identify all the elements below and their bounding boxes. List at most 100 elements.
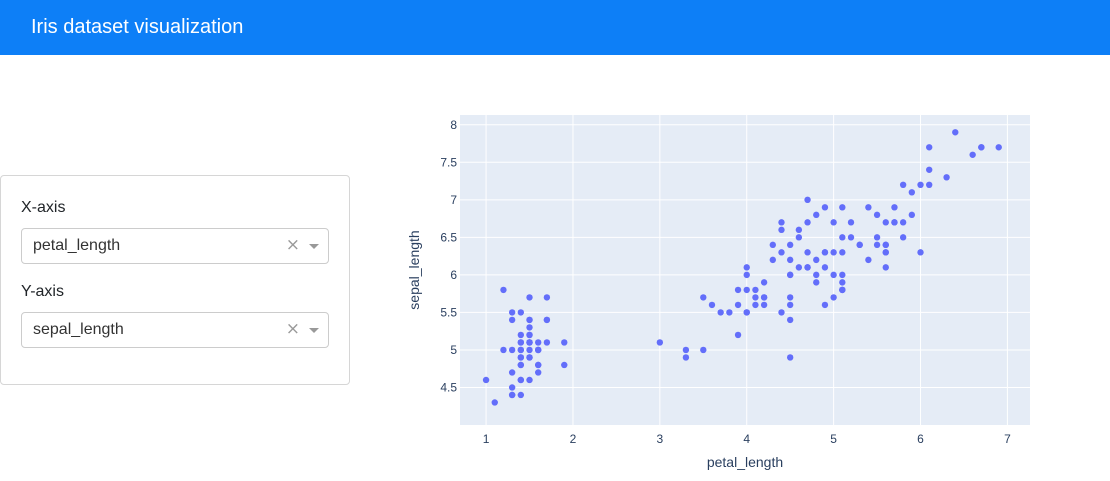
data-point [908,189,916,196]
data-point [500,346,507,354]
data-point [769,256,777,264]
y-tick-label: 4.5 [440,380,457,394]
data-point [517,339,525,346]
data-point [682,346,690,354]
data-point [830,271,837,279]
data-point [543,339,551,346]
data-point [778,249,785,256]
data-point [978,144,985,151]
data-point [778,226,785,234]
data-point [873,234,881,241]
chevron-down-icon[interactable] [309,244,319,249]
x-axis-dropdown[interactable]: petal_length × [21,228,329,264]
data-point [769,241,777,249]
data-point [917,181,924,189]
y-tick-label: 5.5 [440,305,457,319]
data-points [482,129,1002,406]
data-point [882,249,889,256]
data-point [839,279,846,286]
y-tick-label: 8 [450,118,457,132]
data-point [786,294,794,301]
data-point [526,294,533,301]
data-point [899,181,907,189]
x-tick-label: 3 [657,432,664,446]
x-axis-title: petal_length [707,454,783,470]
data-point [795,234,803,241]
data-point [786,271,794,279]
data-point [543,294,551,301]
data-point [899,219,907,226]
data-point [813,256,820,264]
data-point [969,151,976,158]
data-point [926,181,933,189]
data-point [830,249,837,256]
data-point [882,219,889,226]
y-axis-dropdown[interactable]: sepal_length × [21,312,329,348]
data-point [891,219,898,226]
data-point [743,286,750,294]
data-point [508,391,516,399]
data-point [839,286,846,294]
data-point [561,361,568,369]
data-point [517,391,525,399]
data-point [804,219,811,226]
data-point [508,316,516,324]
y-axis-title: sepal_length [406,230,422,309]
data-point [482,376,490,384]
data-point [526,316,533,324]
data-point [786,316,794,324]
data-point [899,234,907,241]
data-point [517,331,525,339]
data-point [813,211,820,219]
chevron-down-icon[interactable] [309,328,319,333]
data-point [882,241,889,249]
data-point [535,346,542,354]
data-point [821,264,829,271]
data-point [708,301,716,309]
data-point [760,301,768,309]
data-point [804,264,811,271]
data-point [830,294,837,301]
data-point [839,234,846,241]
data-point [839,204,846,211]
data-point [700,346,707,354]
x-tick-label: 7 [1004,432,1011,446]
data-point [561,339,568,346]
data-point [943,174,950,181]
x-tick-label: 4 [743,432,750,446]
data-point [856,241,863,249]
y-axis-selected-value: sepal_length [33,321,124,338]
x-tick-label: 6 [917,432,924,446]
data-point [743,309,750,316]
clear-icon[interactable]: × [285,319,300,339]
data-point [491,399,498,406]
data-point [786,256,794,264]
data-point [752,286,759,294]
data-point [760,294,768,301]
data-point [535,339,542,346]
data-point [778,309,785,316]
clear-icon[interactable]: × [285,235,300,255]
data-point [517,346,525,354]
data-point [804,196,811,204]
data-point [508,309,516,316]
data-point [786,301,794,309]
data-point [813,279,820,286]
y-tick-label: 7.5 [440,155,457,169]
scatter-plot[interactable]: 1 2 3 4 5 6 7 4.5 5 5.5 6 6.5 7 7.5 8 petal_length se… [400,100,1060,475]
data-point [786,241,794,249]
data-point [752,294,759,301]
app-title: Iris dataset visualization [31,16,244,38]
data-point [995,144,1002,151]
data-point [804,249,811,256]
x-tick-labels: 1 2 3 4 5 6 7 [483,432,1011,446]
data-point [821,249,829,256]
data-point [517,309,525,316]
navbar: Iris dataset visualization [0,0,1110,55]
data-point [821,204,829,211]
data-point [508,346,516,354]
data-point [717,309,724,316]
data-point [795,264,803,271]
data-point [743,264,750,271]
data-point [760,279,768,286]
